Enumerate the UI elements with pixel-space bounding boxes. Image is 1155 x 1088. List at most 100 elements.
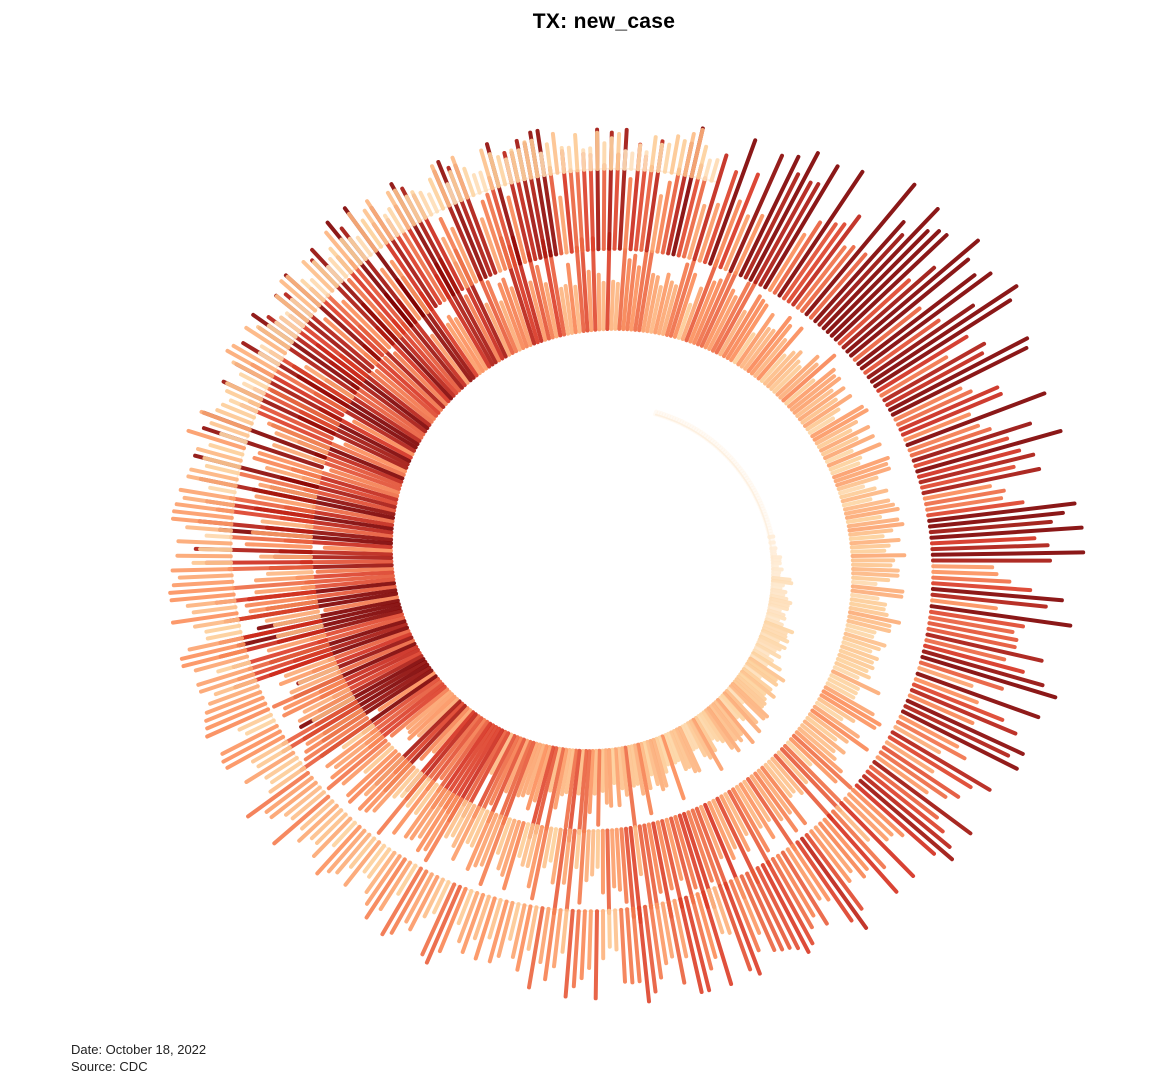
- day-bar: [804, 833, 864, 911]
- day-bar: [674, 727, 698, 774]
- day-bar: [315, 812, 348, 845]
- day-bar: [325, 293, 388, 354]
- day-bar: [776, 750, 809, 785]
- day-bar: [845, 515, 882, 524]
- day-bar: [771, 573, 781, 578]
- day-bar: [220, 724, 279, 756]
- day-bar: [843, 796, 889, 842]
- day-bar: [364, 762, 412, 813]
- day-bar: [735, 784, 763, 829]
- day-bar: [802, 719, 846, 755]
- day-bar: [686, 810, 714, 883]
- day-bar: [821, 689, 882, 727]
- day-bar: [749, 653, 768, 667]
- day-bar: [928, 615, 1015, 634]
- day-bar: [713, 700, 743, 736]
- day-bar: [401, 322, 462, 393]
- day-bar: [850, 584, 905, 594]
- day-bar: [231, 343, 278, 373]
- day-bar: [304, 365, 355, 399]
- day-bar: [930, 550, 1086, 557]
- day-bar: [613, 747, 622, 808]
- day-bar: [742, 475, 750, 482]
- day-bar: [312, 457, 402, 491]
- day-bar: [800, 245, 856, 313]
- day-bar: [819, 693, 877, 730]
- day-bar: [696, 271, 732, 347]
- day-bar: [309, 808, 344, 841]
- day-bar: [772, 220, 823, 295]
- day-bar: [688, 424, 694, 431]
- day-bar: [185, 525, 233, 533]
- day-bar: [673, 815, 698, 890]
- day-bar: [559, 286, 570, 336]
- day-bar: [660, 819, 684, 909]
- day-bar: [775, 354, 820, 397]
- day-bar: [300, 577, 396, 590]
- day-bar: [817, 697, 856, 723]
- day-bar: [836, 475, 879, 492]
- day-bar: [403, 785, 443, 839]
- day-bar: [773, 753, 834, 821]
- day-bar: [696, 144, 709, 180]
- day-bar: [862, 774, 952, 849]
- day-bar: [573, 284, 582, 334]
- day-bar: [193, 654, 250, 673]
- day-bar: [875, 755, 929, 795]
- day-bar: [457, 891, 480, 944]
- day-bar: [272, 674, 344, 709]
- day-bar: [547, 165, 564, 256]
- day-bar: [691, 717, 724, 771]
- day-bar: [465, 807, 485, 845]
- day-bar: [849, 601, 886, 612]
- day-bar: [769, 596, 793, 606]
- day-bar: [715, 443, 722, 450]
- day-bar: [299, 720, 372, 772]
- day-bar: [185, 598, 237, 608]
- day-bar: [858, 778, 954, 862]
- day-bar: [573, 133, 580, 173]
- day-bar: [559, 146, 566, 174]
- day-bar: [843, 498, 891, 512]
- day-bar: [751, 490, 759, 496]
- day-bar: [708, 138, 758, 266]
- day-bar: [279, 315, 302, 334]
- day-bar: [535, 264, 555, 340]
- day-bar: [310, 247, 399, 342]
- day-bar: [636, 143, 643, 172]
- day-bar: [516, 741, 539, 798]
- day-bar: [840, 488, 889, 504]
- day-bar: [405, 777, 431, 808]
- day-bar: [848, 534, 885, 541]
- day-bar: [832, 665, 860, 680]
- day-bar: [478, 170, 488, 193]
- day-bar: [369, 679, 443, 735]
- day-bar: [708, 438, 715, 445]
- day-bar: [680, 286, 704, 341]
- day-bar: [728, 684, 766, 721]
- day-bar: [326, 265, 344, 284]
- day-bar: [739, 874, 777, 952]
- day-bar: [205, 701, 268, 731]
- day-bar: [309, 278, 330, 298]
- day-bar: [660, 412, 666, 419]
- day-bar: [251, 740, 289, 764]
- day-bar: [657, 280, 674, 336]
- day-bar: [918, 660, 1004, 691]
- day-bar: [699, 271, 738, 348]
- day-bar: [849, 538, 901, 546]
- day-bar: [191, 605, 238, 615]
- day-bar: [526, 825, 544, 889]
- day-bar: [473, 812, 499, 868]
- day-bar: [305, 708, 364, 746]
- day-bar: [414, 782, 439, 815]
- day-bar: [825, 229, 930, 334]
- day-bar: [825, 681, 856, 700]
- day-bar: [225, 389, 261, 408]
- day-bar: [710, 440, 717, 447]
- day-bar: [669, 730, 688, 771]
- day-bar: [219, 431, 248, 444]
- day-bar: [689, 128, 705, 179]
- day-bar: [485, 192, 512, 269]
- day-bar: [362, 843, 387, 874]
